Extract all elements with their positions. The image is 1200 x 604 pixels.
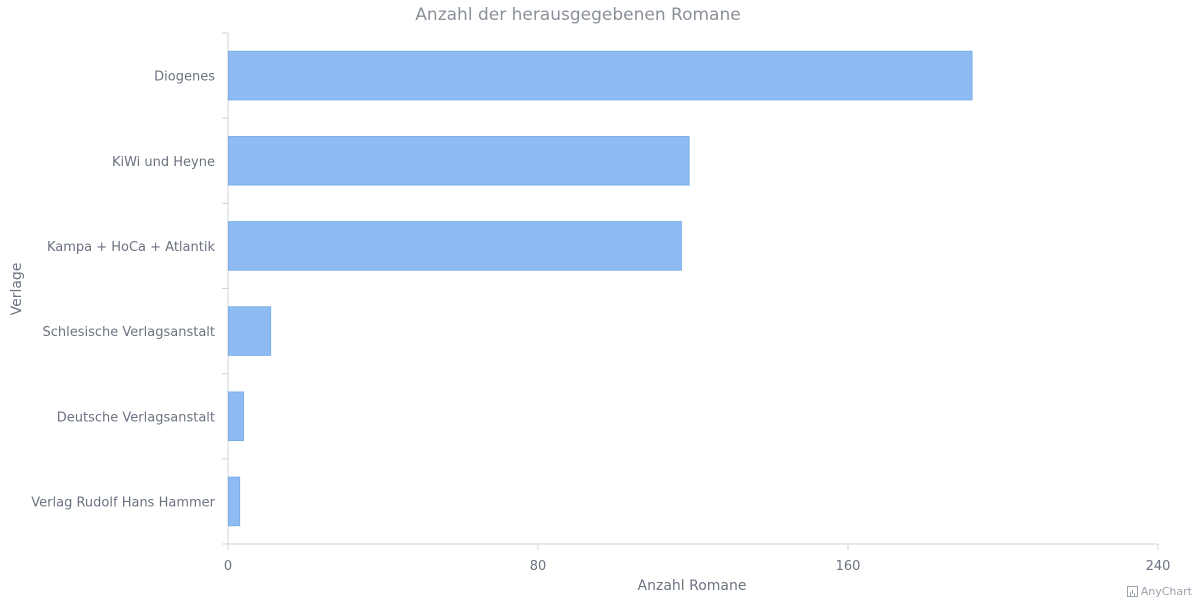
bar (228, 306, 272, 356)
category-label: Schlesische Verlagsanstalt (42, 325, 215, 340)
category-label: Kampa + HoCa + Atlantik (47, 240, 216, 255)
x-tick-label: 0 (224, 559, 232, 574)
x-tick-label: 80 (530, 559, 547, 574)
bar-chart-icon (1126, 586, 1138, 597)
bar (228, 135, 690, 186)
chart-credit[interactable]: AnyChart (1126, 585, 1192, 598)
credit-label: AnyChart (1140, 585, 1192, 598)
x-tick-label: 240 (1146, 559, 1171, 574)
category-label: Diogenes (154, 70, 215, 85)
bar (228, 221, 682, 271)
chart-title: Anzahl der herausgegebenen Romane (415, 5, 740, 25)
y-axis-title: Verlage (9, 263, 25, 316)
bar (228, 391, 244, 442)
x-axis-title: Anzahl Romane (638, 578, 747, 594)
bar (228, 476, 241, 527)
category-label: Deutsche Verlagsanstalt (57, 410, 215, 425)
x-tick-label: 160 (836, 559, 861, 574)
category-label: Verlag Rudolf Hans Hammer (31, 495, 215, 510)
plot-area: Diogenes KiWi und Heyne Kampa + HoCa + Atl… (31, 32, 1171, 574)
category-label: KiWi und Heyne (112, 155, 215, 170)
bar (228, 50, 973, 101)
